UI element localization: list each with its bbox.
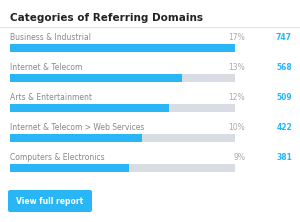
Text: 381: 381 bbox=[276, 153, 292, 162]
Text: 747: 747 bbox=[276, 33, 292, 42]
Text: 568: 568 bbox=[276, 63, 292, 72]
Text: Internet & Telecom: Internet & Telecom bbox=[10, 63, 83, 72]
Bar bbox=[10, 74, 235, 82]
Text: 10%: 10% bbox=[228, 123, 245, 132]
Bar bbox=[10, 104, 235, 112]
Bar bbox=[10, 134, 142, 142]
Text: 13%: 13% bbox=[228, 63, 245, 72]
Text: Categories of Referring Domains: Categories of Referring Domains bbox=[10, 13, 203, 23]
Text: 9%: 9% bbox=[233, 153, 245, 162]
Text: 422: 422 bbox=[276, 123, 292, 132]
Text: Computers & Electronics: Computers & Electronics bbox=[10, 153, 105, 162]
Text: 12%: 12% bbox=[228, 93, 245, 102]
Bar bbox=[10, 164, 235, 172]
Bar bbox=[10, 104, 169, 112]
Bar bbox=[10, 74, 182, 82]
Text: View full report: View full report bbox=[16, 196, 84, 206]
Text: Business & Industrial: Business & Industrial bbox=[10, 33, 91, 42]
FancyBboxPatch shape bbox=[8, 190, 92, 212]
Text: Internet & Telecom > Web Services: Internet & Telecom > Web Services bbox=[10, 123, 144, 132]
Bar bbox=[10, 44, 235, 52]
Text: 509: 509 bbox=[276, 93, 292, 102]
Bar bbox=[10, 164, 129, 172]
Text: 17%: 17% bbox=[228, 33, 245, 42]
Bar bbox=[10, 44, 235, 52]
Bar bbox=[10, 134, 235, 142]
Text: Arts & Entertainment: Arts & Entertainment bbox=[10, 93, 92, 102]
